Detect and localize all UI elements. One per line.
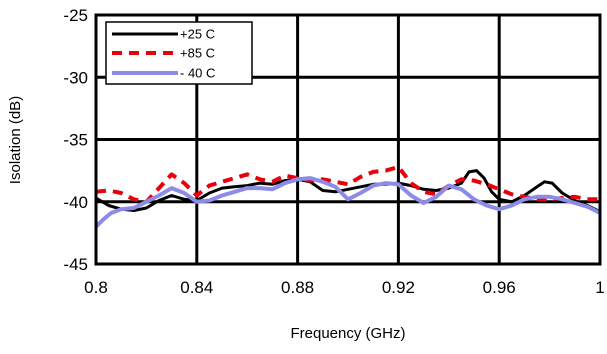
y-tick-label: -35 bbox=[63, 131, 88, 150]
y-tick-label: -45 bbox=[63, 255, 88, 274]
legend-label-85c: +85 C bbox=[180, 46, 215, 61]
y-tick-label: -40 bbox=[63, 193, 88, 212]
y-tick-label: -30 bbox=[63, 68, 88, 87]
legend-label-minus40c: - 40 C bbox=[180, 66, 215, 81]
x-tick-label: 0.84 bbox=[180, 278, 213, 297]
x-tick-label: 1 bbox=[595, 278, 604, 297]
x-tick-label: 0.8 bbox=[84, 278, 108, 297]
x-axis-label: Frequency (GHz) bbox=[290, 325, 405, 342]
series-line-minus40c bbox=[96, 176, 600, 229]
x-tick-label: 0.92 bbox=[382, 278, 415, 297]
x-tick-label: 0.88 bbox=[281, 278, 314, 297]
legend: +25 C +85 C - 40 C bbox=[105, 21, 253, 85]
y-axis-label: Isolation (dB) bbox=[7, 96, 24, 184]
tick-labels: 0.8 0.84 0.88 0.92 0.96 1 -45 -40 -35 -30 -25 bbox=[63, 6, 604, 297]
series-lines bbox=[96, 164, 600, 229]
plot-frame bbox=[94, 13, 602, 266]
legend-label-25c: +25 C bbox=[180, 27, 215, 42]
x-tick-label: 0.96 bbox=[483, 278, 516, 297]
y-tick-label: -25 bbox=[63, 6, 88, 25]
